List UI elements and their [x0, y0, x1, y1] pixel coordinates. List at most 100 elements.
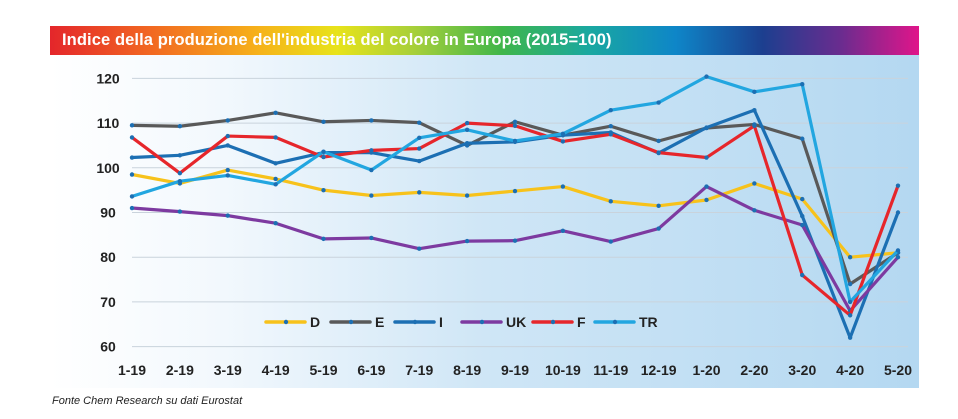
data-point	[129, 135, 135, 140]
y-tick-label: 100	[96, 160, 120, 176]
line-chart: 60 70 80 90 100 110 120 1-19 2-19 3-19 4-19 5-19 6-…	[96, 70, 912, 378]
x-tick-label: 3-19	[214, 362, 242, 378]
x-tick-label: 6-19	[357, 362, 385, 378]
data-point	[704, 125, 709, 130]
data-point	[608, 107, 613, 113]
data-point	[225, 213, 230, 218]
y-tick-label: 80	[100, 249, 116, 265]
data-point	[464, 120, 470, 126]
data-point	[800, 222, 805, 228]
data-point	[417, 135, 422, 141]
x-axis-ticks: 1-19 2-19 3-19 4-19 5-19 6-19 7-19 8-19 9-19 10-1…	[118, 362, 912, 378]
legend-marker	[412, 319, 418, 325]
x-tick-label: 1-20	[692, 362, 720, 378]
y-tick-label: 120	[96, 70, 120, 86]
source-note: Fonte Chem Research su dati Eurostat	[52, 395, 243, 407]
legend-item-uk: UK	[460, 314, 526, 330]
data-point	[321, 187, 326, 193]
series-line	[130, 108, 900, 340]
x-tick-label: 11-19	[593, 362, 628, 378]
y-tick-label: 70	[100, 294, 116, 310]
x-tick-label: 1-19	[118, 362, 146, 378]
data-point	[417, 158, 422, 164]
data-point	[895, 183, 901, 188]
data-point	[177, 209, 183, 214]
data-point	[847, 254, 853, 260]
x-tick-label: 7-19	[405, 362, 433, 378]
data-point	[225, 143, 230, 148]
series-uk	[129, 184, 901, 314]
legend-label: F	[577, 314, 586, 330]
data-point	[800, 213, 805, 219]
legend-item-tr: TR	[593, 314, 658, 330]
data-point	[656, 100, 661, 105]
legend-marker	[283, 319, 289, 325]
data-point	[560, 228, 566, 234]
data-point	[704, 197, 709, 203]
x-tick-label: 8-19	[453, 362, 481, 378]
series-d	[129, 167, 901, 260]
data-point	[560, 184, 566, 189]
data-point	[464, 141, 470, 146]
title-band: Indice della produzione dell'industria d…	[50, 26, 919, 55]
series-f	[129, 120, 901, 318]
data-point	[847, 313, 853, 318]
data-point	[129, 205, 135, 211]
data-point	[129, 123, 135, 128]
data-point	[177, 179, 183, 184]
data-point	[800, 272, 805, 278]
data-point	[369, 235, 374, 241]
x-tick-label: 5-20	[884, 362, 912, 378]
data-point	[273, 135, 278, 140]
data-point	[512, 188, 518, 194]
legend-item-i: I	[393, 314, 443, 330]
data-point	[273, 221, 278, 226]
data-point	[800, 196, 805, 202]
chart-title: Indice della produzione dell'industria d…	[62, 31, 612, 49]
data-point	[847, 335, 853, 340]
data-point	[417, 246, 422, 251]
data-point	[512, 238, 518, 243]
series-line	[130, 111, 900, 286]
data-point	[464, 127, 470, 133]
x-tick-label: 4-20	[836, 362, 864, 378]
x-tick-label: 2-20	[740, 362, 768, 378]
legend-label: E	[375, 314, 384, 330]
data-point	[321, 119, 326, 124]
data-point	[321, 149, 326, 154]
legend: D E I UK F TR	[264, 314, 658, 330]
series-line	[130, 184, 900, 313]
data-point	[608, 199, 613, 204]
data-point	[129, 194, 135, 199]
y-tick-label: 60	[100, 339, 116, 355]
data-point	[464, 193, 470, 198]
data-point	[512, 119, 518, 124]
data-point	[273, 176, 278, 182]
data-point	[895, 248, 901, 253]
data-point	[321, 154, 326, 160]
data-point	[129, 155, 135, 160]
legend-label: D	[310, 314, 320, 330]
data-point	[417, 120, 422, 125]
data-point	[704, 184, 709, 189]
data-point	[656, 203, 661, 208]
data-point	[273, 161, 278, 166]
data-point	[225, 133, 230, 139]
legend-item-d: D	[264, 314, 320, 330]
legend-item-f: F	[531, 314, 586, 330]
x-tick-label: 2-19	[166, 362, 194, 378]
data-point	[752, 181, 757, 186]
legend-item-e: E	[329, 314, 384, 330]
y-axis-ticks: 60 70 80 90 100 110 120	[96, 70, 120, 354]
data-point	[656, 226, 661, 231]
data-point	[752, 208, 757, 213]
series-lines	[129, 74, 901, 340]
legend-marker	[348, 319, 354, 325]
x-tick-label: 3-20	[788, 362, 816, 378]
chart-area: 60 70 80 90 100 110 120 1-19 2-19 3-19 4-19 5-19 6-…	[50, 55, 919, 388]
data-point	[847, 299, 853, 305]
data-point	[895, 254, 901, 260]
data-point	[752, 89, 757, 95]
x-tick-label: 9-19	[501, 362, 529, 378]
x-tick-label: 10-19	[545, 362, 581, 378]
